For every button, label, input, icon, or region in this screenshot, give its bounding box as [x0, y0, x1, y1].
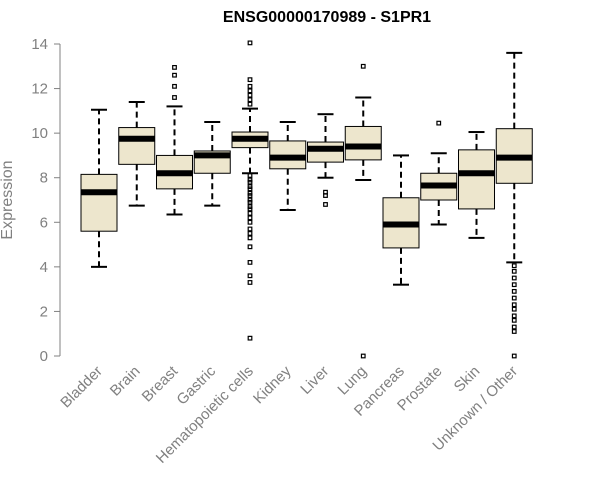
outlier-point	[247, 215, 253, 221]
outlier-point	[247, 190, 253, 196]
outlier-point	[247, 226, 253, 232]
y-tick-label: 4	[40, 259, 48, 276]
category-label: Liver	[297, 363, 332, 398]
box-bladder	[80, 108, 118, 268]
outlier-point	[511, 324, 517, 330]
outlier-point	[247, 231, 253, 236]
y-tick-label: 0	[40, 348, 48, 365]
outlier-point	[360, 63, 366, 69]
outlier-point	[511, 353, 517, 359]
outlier-point	[247, 184, 253, 190]
iqr-box	[307, 141, 344, 163]
box-skin	[458, 131, 495, 239]
box-breast	[156, 64, 193, 216]
outlier-point	[247, 235, 253, 241]
box-liver	[307, 113, 344, 207]
outlier-point	[247, 40, 253, 46]
iqr-box	[118, 127, 156, 165]
outlier-point	[247, 88, 253, 94]
box-kidney	[269, 121, 307, 212]
outlier-point	[172, 64, 177, 70]
box-prostate	[420, 120, 458, 226]
outlier-point	[511, 313, 517, 319]
outlier-point	[172, 83, 177, 89]
outlier-point	[247, 97, 253, 103]
outlier-point	[511, 263, 517, 269]
outlier-point	[247, 204, 253, 210]
outlier-point	[247, 83, 253, 89]
box-brain	[118, 100, 156, 207]
iqr-box	[344, 125, 382, 161]
category-label: Kidney	[250, 362, 295, 407]
iqr-box	[80, 173, 118, 232]
outlier-point	[247, 177, 253, 183]
y-tick-label: 2	[40, 303, 48, 320]
outlier-point	[323, 189, 328, 195]
outlier-point	[436, 120, 442, 126]
outlier-point	[511, 288, 517, 294]
box-gastric	[193, 121, 231, 207]
outlier-point	[247, 273, 253, 279]
outlier-point	[511, 268, 517, 274]
y-tick-label: 8	[40, 170, 48, 187]
outlier-point	[172, 95, 177, 100]
outlier-point	[360, 353, 366, 359]
box-hematopoietic-cells	[231, 40, 269, 341]
boxes	[80, 40, 533, 359]
y-tick-label: 12	[31, 81, 48, 98]
outlier-point	[247, 219, 253, 225]
outlier-point	[247, 335, 253, 341]
outlier-point	[511, 295, 517, 301]
iqr-box	[458, 149, 495, 210]
category-label: Bladder	[57, 363, 106, 412]
axes: 0 2 4 6 8 10 12 14	[31, 36, 61, 365]
box-unknown-other	[495, 51, 533, 359]
outlier-point	[172, 72, 177, 78]
outlier-point	[323, 202, 328, 207]
outlier-point	[247, 260, 253, 265]
outlier-point	[247, 92, 253, 98]
y-axis-label: Expression	[0, 160, 16, 239]
box-pancreas	[382, 154, 420, 286]
outlier-point	[511, 302, 517, 308]
category-label: Skin	[451, 363, 484, 396]
outlier-point	[511, 306, 517, 312]
chart-title: ENSG00000170989 - S1PR1	[223, 9, 431, 26]
outlier-point	[247, 197, 253, 203]
box-lung	[344, 63, 382, 359]
outlier-point	[247, 210, 253, 216]
outlier-point	[511, 317, 517, 323]
outlier-point	[247, 77, 253, 83]
outlier-point	[247, 173, 253, 178]
y-tick-label: 10	[31, 125, 48, 142]
y-tick-label: 14	[31, 36, 48, 53]
outlier-point	[511, 275, 517, 281]
outlier-point	[511, 329, 517, 334]
outlier-point	[247, 244, 253, 250]
outlier-point	[247, 101, 253, 107]
y-tick-label: 6	[40, 214, 48, 231]
outlier-point	[247, 280, 253, 285]
outlier-point	[511, 282, 517, 288]
